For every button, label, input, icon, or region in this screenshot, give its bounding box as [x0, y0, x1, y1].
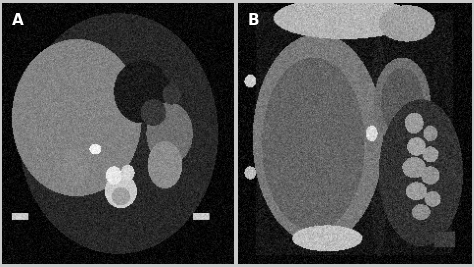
- Text: A: A: [12, 13, 23, 28]
- Text: B: B: [247, 13, 259, 28]
